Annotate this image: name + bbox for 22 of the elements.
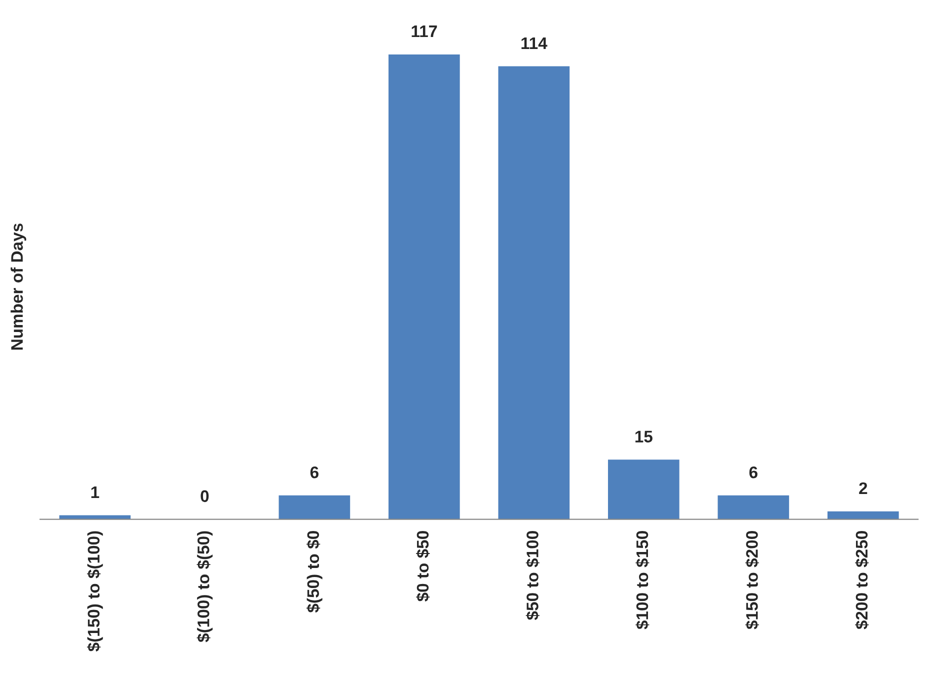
data-label: 2: [859, 482, 868, 494]
data-label: 6: [749, 466, 758, 478]
x-tick-label: $(100) to $(50): [196, 531, 213, 642]
data-label: 117: [412, 26, 437, 38]
bar: [718, 495, 790, 520]
data-label: 0: [200, 490, 209, 502]
x-tick-label: $100 to $150: [636, 531, 650, 630]
bar: [278, 495, 350, 520]
bar: [498, 66, 570, 520]
data-label: 1: [91, 486, 100, 498]
x-tick-label: $150 to $200: [745, 531, 759, 630]
y-axis-title: Number of Days: [10, 224, 26, 350]
x-tick-label: $50 to $100: [526, 531, 540, 620]
data-label: 114: [522, 37, 548, 49]
x-tick-label: $0 to $50: [416, 531, 430, 602]
data-label: 15: [635, 430, 652, 442]
bar: [608, 460, 680, 520]
x-tick-label: $200 to $250: [855, 531, 869, 630]
bar: [388, 54, 460, 520]
data-label: 6: [310, 466, 318, 478]
x-tick-label: $(50) to $0: [306, 531, 322, 613]
x-tick-label: $(150) to $(100): [87, 531, 103, 652]
